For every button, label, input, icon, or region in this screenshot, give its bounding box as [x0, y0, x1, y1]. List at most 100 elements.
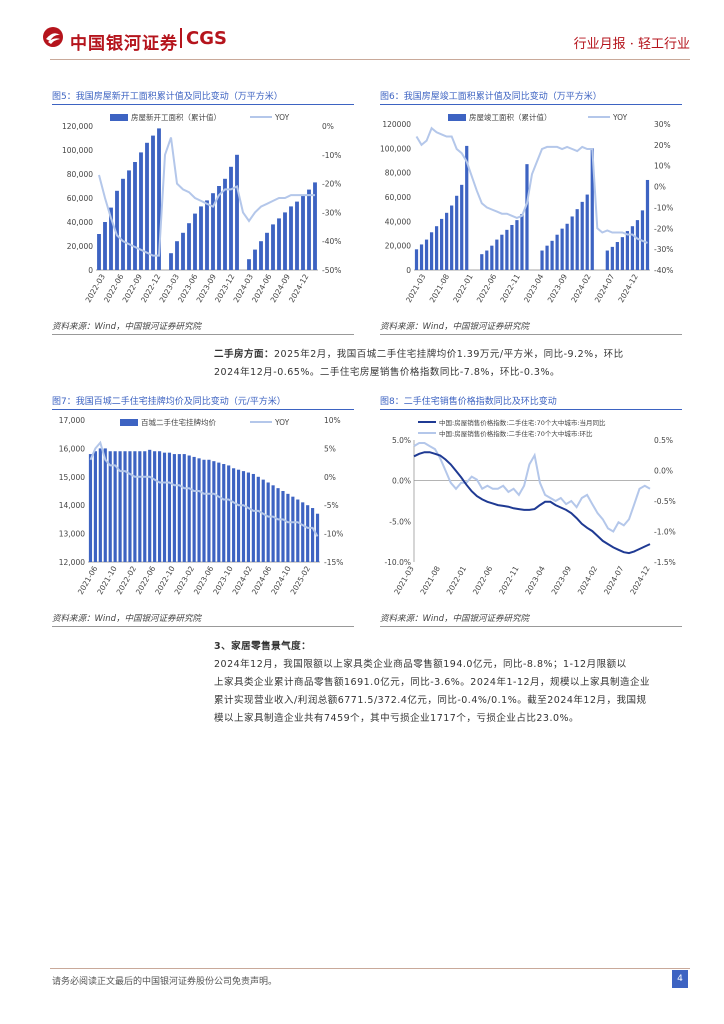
- paragraph-second-hand: 二手房方面：2025年2月，我国百城二手住宅挂牌均价1.39万元/平方米，同比-…: [214, 349, 624, 360]
- bar: [440, 218, 444, 270]
- figure-8-title: 图8：二手住宅销售价格指数同比及环比变动: [380, 395, 682, 410]
- bar: [570, 216, 574, 270]
- bar: [175, 241, 179, 270]
- bar: [580, 201, 584, 270]
- bar: [635, 220, 640, 270]
- bar: [510, 224, 514, 270]
- yoy-line: [89, 440, 319, 537]
- y-tick-right: -30%: [322, 208, 341, 217]
- figure-7-source-divider: [52, 626, 354, 627]
- bar: [192, 456, 196, 562]
- bar: [271, 485, 275, 562]
- bar: [645, 179, 650, 270]
- figure-8-source-divider: [380, 626, 682, 627]
- x-tick: 2022-11: [497, 564, 521, 596]
- bar: [169, 253, 173, 270]
- section-3-line-2: 上家具类企业累计商品零售额1691.0亿元，同比-3.6%。2024年1-12月…: [214, 677, 651, 688]
- y-tick-left: 17,000: [59, 416, 85, 425]
- bar: [424, 239, 429, 270]
- bar: [307, 189, 311, 270]
- y-tick-left: 0: [406, 266, 411, 275]
- y-tick-right: -10%: [324, 530, 343, 539]
- bar: [246, 472, 251, 562]
- bar: [205, 200, 209, 270]
- bar: [138, 451, 142, 562]
- bar: [313, 182, 317, 270]
- bar: [610, 246, 614, 270]
- bar: [545, 245, 549, 270]
- bar: [103, 222, 107, 270]
- figure-5-title: 图5：我国房屋新开工面积累计值及同比变动（万平方米）: [52, 90, 354, 105]
- section-3-heading: 3、家居零售景气度：: [214, 641, 312, 652]
- section-3-line-3: 累计实现营业收入/利润总额6771.5/372.4亿元，同比-0.4%/0.1%…: [214, 695, 647, 706]
- y-tick-left: 60,000: [385, 193, 411, 202]
- section-3-line-1: 2024年12月，我国限额以上家具类企业商品零售额194.0亿元，同比-8.8%…: [214, 659, 627, 670]
- x-tick: 2021-03: [392, 564, 416, 596]
- x-tick: 2021-03: [404, 272, 428, 304]
- bar: [151, 135, 155, 270]
- x-tick: 2024-12: [616, 272, 640, 304]
- y-tick-left: 100,000: [380, 144, 411, 153]
- report-category: 行业月报 · 轻工行业: [573, 37, 690, 52]
- bar: [232, 468, 236, 562]
- bar: [565, 223, 569, 270]
- bar: [605, 250, 609, 270]
- bar: [157, 451, 162, 562]
- bar: [460, 184, 464, 270]
- x-tick: 2024-07: [593, 272, 617, 304]
- y-tick-right: -30%: [654, 245, 673, 254]
- y-tick-right: -0.5%: [654, 497, 676, 506]
- y-tick-right: -40%: [322, 237, 341, 246]
- figure-7-source: 资料来源：Wind，中国银河证券研究院: [52, 614, 202, 624]
- bar: [575, 209, 579, 270]
- bar: [455, 195, 459, 270]
- bar: [253, 249, 257, 270]
- bar: [306, 505, 310, 562]
- y-tick-right: 10%: [654, 162, 671, 171]
- bar: [247, 259, 251, 270]
- bar: [182, 454, 186, 562]
- bar: [277, 218, 281, 270]
- y-tick-left: 15,000: [59, 473, 85, 482]
- bar: [301, 502, 305, 562]
- figure-5-chart: 120,000 100,000 80,000 60,000 40,000 20,000 0 0…: [62, 112, 341, 304]
- y-tick-right: 30%: [654, 120, 671, 129]
- bar: [193, 213, 197, 270]
- bar: [281, 491, 285, 562]
- bar: [615, 242, 619, 270]
- bar: [109, 207, 113, 270]
- x-tick: 2022-11: [498, 272, 522, 304]
- y-tick-right: -50%: [322, 266, 341, 275]
- x-tick: 2022-06: [471, 564, 495, 596]
- bar: [259, 241, 263, 270]
- bar: [197, 458, 201, 562]
- bar: [295, 201, 299, 270]
- y-tick-right: 0%: [654, 183, 666, 192]
- y-tick-right: -20%: [322, 180, 341, 189]
- figure-5-source: 资料来源：Wind，中国银河证券研究院: [52, 322, 202, 332]
- bar: [187, 455, 191, 562]
- figure-8-chart: 5.0% 0.0% -5.0% -10.0% 0.5% 0.0% -0.5% -1.0% -1.…: [384, 418, 676, 596]
- y-tick-right: 0%: [324, 473, 336, 482]
- bar: [153, 451, 157, 562]
- x-tick: 2023-09: [546, 272, 570, 304]
- y-tick-right: -10%: [322, 151, 341, 160]
- bar: [145, 142, 149, 270]
- bar: [202, 459, 206, 562]
- bar: [490, 245, 494, 270]
- yoy-line: [98, 137, 315, 257]
- bar: [550, 240, 554, 270]
- bar: [480, 254, 484, 270]
- bar: [560, 228, 564, 270]
- bar: [296, 499, 300, 562]
- bar: [118, 451, 122, 562]
- bar: [525, 164, 529, 270]
- bar: [630, 226, 635, 270]
- x-tick: 2023-04: [523, 564, 547, 596]
- bar: [93, 451, 97, 562]
- legend-label-bar: 房屋新开工面积（累计值）: [131, 112, 221, 122]
- x-tick: 2022-01: [451, 272, 475, 304]
- x-tick: 2024-12: [628, 564, 652, 596]
- figure-6-source-divider: [380, 334, 682, 335]
- bar: [485, 250, 489, 270]
